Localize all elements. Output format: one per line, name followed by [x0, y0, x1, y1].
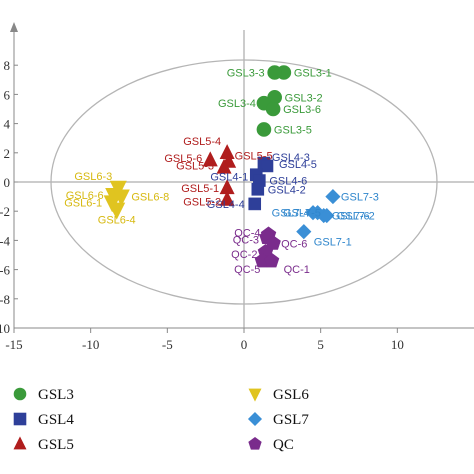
legend-marker: [247, 411, 263, 427]
point-label: GSL7-1: [314, 237, 352, 249]
point-label: GSL5-1: [181, 183, 219, 195]
legend-label: GSL5: [38, 437, 74, 453]
data-point-qc-6: [265, 235, 281, 250]
point-label: GSL6-8: [131, 192, 169, 204]
data-point-gsl6-4: [108, 202, 126, 220]
point-label: GSL6-3: [74, 171, 112, 183]
point-label: GSL4-1: [210, 172, 248, 184]
axes: [10, 22, 474, 333]
point-label: GSL5-5: [235, 151, 273, 163]
data-point-gsl4-2: [251, 183, 265, 196]
point-label: GSL4-6: [269, 176, 307, 188]
data-points: [103, 65, 341, 268]
y-tick-label: 8: [4, 58, 11, 73]
point-label: GSL5-6: [164, 153, 202, 165]
x-tick-label: 10: [391, 337, 404, 352]
point-label: GSL4-2: [268, 184, 306, 196]
legend-marker: [13, 387, 27, 401]
point-label: GSL3-5: [274, 124, 312, 136]
point-label: GSL3-6: [283, 104, 321, 116]
point-label: QC-4: [234, 228, 260, 240]
y-tick-label: 6: [4, 87, 11, 102]
data-point-gsl5-6: [202, 151, 218, 167]
legend-item-gsl4: GSL4: [13, 412, 74, 428]
point-label: GSL7-3: [341, 192, 379, 204]
data-point-gsl3-5: [256, 122, 272, 137]
point-labels: GSL3-1 GSL3-3 GSL3-2 GSL3-4 GSL3-6 GSL3-5 GSL4…: [64, 68, 379, 276]
point-label: QC-1: [284, 264, 310, 276]
confidence-ellipse: [50, 59, 438, 305]
y-tick-label: -10: [0, 321, 10, 336]
point-label: GSL4-4: [207, 199, 245, 211]
point-label: QC-2: [231, 249, 257, 261]
point-label: GSL3-3: [227, 68, 265, 80]
data-point-gsl7-1: [296, 224, 312, 240]
y-tick-label: 0: [4, 175, 11, 190]
confidence-ellipse-layer: [50, 59, 438, 305]
point-label: GSL7-5: [283, 208, 321, 220]
legend-item-gsl7: GSL7: [247, 411, 309, 428]
point-label: GSL6-1: [64, 197, 102, 209]
point-label: GSL6-6: [66, 190, 104, 202]
point-label: GSL7-2: [337, 211, 375, 223]
legend-marker: [248, 388, 262, 402]
x-tick-label: -15: [5, 337, 22, 352]
legend-item-gsl3: GSL3: [13, 387, 74, 403]
y-tick-label: -4: [0, 233, 10, 248]
legend-marker: [13, 436, 27, 450]
data-point-gsl4-5: [260, 159, 274, 173]
y-tick-label: 4: [4, 117, 11, 132]
data-point-qc-1: [263, 252, 280, 268]
legend-label: QC: [273, 437, 294, 453]
data-point-gsl3-6: [265, 101, 281, 117]
y-tick-label: -2: [0, 204, 10, 219]
legend-label: GSL4: [38, 412, 74, 428]
legend-marker: [248, 437, 262, 450]
data-point-gsl5-3: [216, 158, 232, 174]
point-label: GSL4-3: [272, 152, 310, 164]
point-label: QC-3: [233, 234, 259, 246]
data-point-gsl4-4: [248, 197, 262, 211]
point-label: QC-5: [234, 264, 260, 276]
point-label: GSL3-2: [285, 92, 323, 104]
point-label: GSL3-1: [294, 68, 332, 80]
legend-marker: [13, 412, 27, 426]
legend-item-gsl5: GSL5: [13, 436, 74, 453]
legend-label: GSL3: [38, 387, 74, 403]
data-point-gsl7-2: [319, 208, 335, 224]
data-point-gsl5-2: [219, 190, 235, 206]
legend: GSL3 GSL4 GSL5 GSL6 GSL7 QC: [13, 387, 309, 453]
legend-item-qc: QC: [248, 437, 294, 453]
data-point-gsl7-3: [325, 189, 341, 205]
point-label: GSL7-6: [332, 211, 370, 223]
point-label: GSL5-4: [183, 136, 221, 148]
legend-label: GSL7: [273, 412, 309, 428]
point-label: GSL7-4: [272, 208, 310, 220]
point-label: QC-6: [281, 238, 307, 250]
legend-label: GSL6: [273, 387, 309, 403]
x-tick-label: 0: [241, 337, 248, 352]
x-tick-label: 5: [317, 337, 324, 352]
point-label: GSL5-3: [176, 160, 214, 172]
y-tick-label: 2: [4, 146, 11, 161]
point-label: GSL6-4: [98, 215, 136, 227]
data-point-gsl3-3: [267, 65, 282, 80]
y-axis-arrow: [10, 22, 18, 32]
legend-item-gsl6: GSL6: [248, 387, 309, 403]
point-label: GSL4-5: [279, 159, 317, 171]
y-tick-label: -6: [0, 263, 10, 278]
point-label: GSL5-2: [183, 197, 221, 209]
y-tick-label: -8: [0, 292, 10, 307]
x-tick-label: -10: [82, 337, 99, 352]
x-tick-label: -5: [162, 337, 173, 352]
point-label: GSL3-4: [218, 98, 256, 110]
